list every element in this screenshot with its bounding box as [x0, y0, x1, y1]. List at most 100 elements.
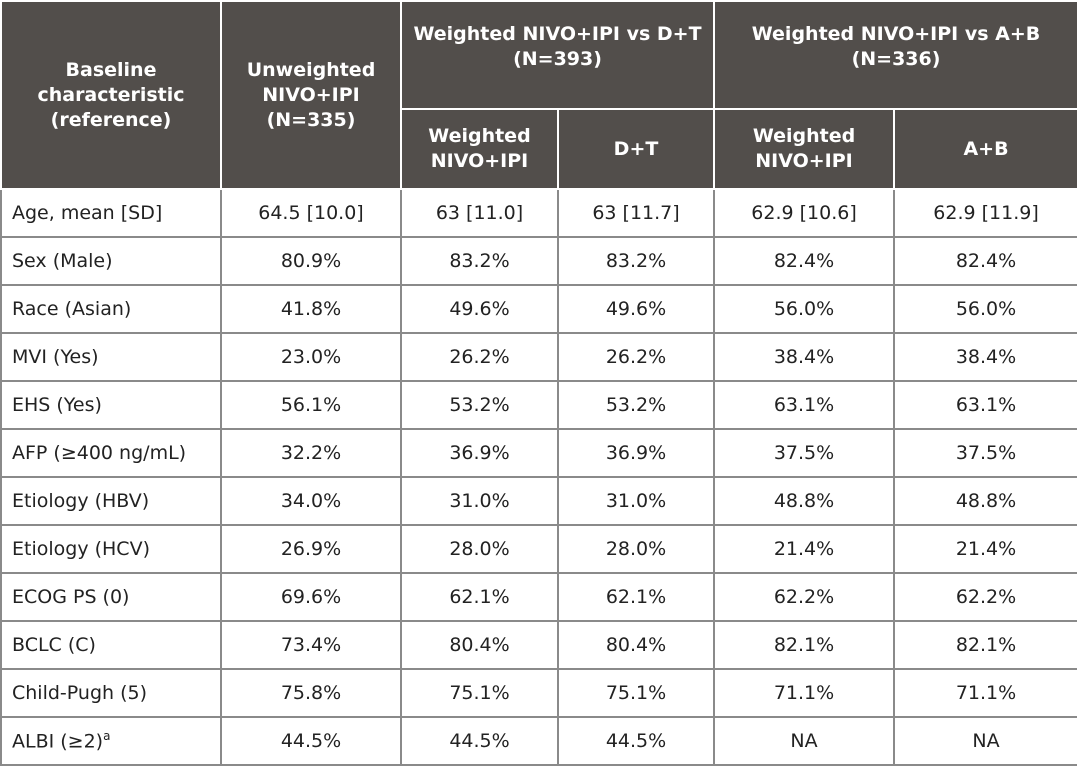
value-cell: 23.0% — [220, 332, 402, 382]
value-cell: 31.0% — [400, 476, 559, 526]
row-label-cell: Sex (Male) — [0, 236, 222, 286]
row-label: EHS (Yes) — [12, 394, 102, 416]
row-label-cell: ECOG PS (0) — [0, 572, 222, 622]
header-cell: Unweighted NIVO+IPI (N=335) — [220, 0, 402, 190]
body-row: Etiology (HCV) 26.9% 28.0% 28.0% 21.4% 21.4% — [0, 524, 1077, 574]
value-cell: 71.1% — [713, 668, 896, 718]
value-cell: NA — [893, 716, 1077, 766]
value-cell: 82.1% — [713, 620, 896, 670]
header-group: Weighted NIVO+IPI vs D+T (N=393) — [399, 0, 716, 110]
body-row: Child-Pugh (5) 75.8% 75.1% 75.1% 71.1% 71.1% — [0, 668, 1077, 718]
value-cell: 75.1% — [400, 668, 559, 718]
row-label: Child-Pugh (5) — [12, 682, 148, 704]
value-cell: 53.2% — [556, 380, 716, 430]
value-cell: 63 [11.0] — [400, 188, 559, 238]
row-label-cell: BCLC (C) — [0, 620, 222, 670]
row-label-cell: Race (Asian) — [0, 284, 222, 334]
value-cell: 32.2% — [220, 428, 402, 478]
value-cell: 83.2% — [556, 236, 716, 286]
row-label-cell: Etiology (HCV) — [0, 524, 222, 574]
value-cell: 41.8% — [220, 284, 402, 334]
row-label: Etiology (HBV) — [12, 490, 150, 512]
value-cell: 26.2% — [400, 332, 559, 382]
row-label-cell: MVI (Yes) — [0, 332, 222, 382]
value-cell: 56.0% — [893, 284, 1077, 334]
value-cell: 56.0% — [713, 284, 896, 334]
value-cell: 62.9 [10.6] — [713, 188, 896, 238]
row-label-cell: Etiology (HBV) — [0, 476, 222, 526]
value-cell: 53.2% — [400, 380, 559, 430]
value-cell: 83.2% — [400, 236, 559, 286]
header-cell: D+T — [556, 108, 716, 190]
body-row: ECOG PS (0) 69.6% 62.1% 62.1% 62.2% 62.2% — [0, 572, 1077, 622]
value-cell: 36.9% — [400, 428, 559, 478]
value-cell: 56.1% — [220, 380, 402, 430]
value-cell: 62.1% — [400, 572, 559, 622]
footnote-marker: a — [103, 729, 111, 744]
body-row: Race (Asian) 41.8% 49.6% 49.6% 56.0% 56.0% — [0, 284, 1077, 334]
value-cell: 49.6% — [556, 284, 716, 334]
value-cell: 44.5% — [400, 716, 559, 766]
value-cell: 34.0% — [220, 476, 402, 526]
header-group: Weighted NIVO+IPI vs A+B (N=336) — [713, 0, 1077, 110]
row-label: Race (Asian) — [12, 298, 132, 320]
header-cell: Baseline characteristic (reference) — [0, 0, 222, 190]
value-cell: 63 [11.7] — [556, 188, 716, 238]
value-cell: 44.5% — [220, 716, 402, 766]
value-cell: 62.9 [11.9] — [893, 188, 1077, 238]
value-cell: 28.0% — [556, 524, 716, 574]
value-cell: 62.1% — [556, 572, 716, 622]
value-cell: 62.2% — [713, 572, 896, 622]
value-cell: 49.6% — [400, 284, 559, 334]
value-cell: 37.5% — [893, 428, 1077, 478]
header-cell: Weighted NIVO+IPI — [713, 108, 896, 190]
value-cell: 80.4% — [556, 620, 716, 670]
value-cell: 62.2% — [893, 572, 1077, 622]
value-cell: 82.1% — [893, 620, 1077, 670]
value-cell: 82.4% — [713, 236, 896, 286]
row-label: ECOG PS (0) — [12, 586, 130, 608]
value-cell: NA — [713, 716, 896, 766]
value-cell: 38.4% — [893, 332, 1077, 382]
value-cell: 21.4% — [713, 524, 896, 574]
value-cell: 69.6% — [220, 572, 402, 622]
row-label-cell: EHS (Yes) — [0, 380, 222, 430]
value-cell: 63.1% — [893, 380, 1077, 430]
header-row: Baseline characteristic (reference) Unwe… — [0, 0, 1077, 190]
value-cell: 64.5 [10.0] — [220, 188, 402, 238]
body-row: ALBI (≥2)a 44.5% 44.5% 44.5% NA NA — [0, 716, 1077, 766]
value-cell: 31.0% — [556, 476, 716, 526]
value-cell: 28.0% — [400, 524, 559, 574]
row-label-cell: AFP (≥400 ng/mL) — [0, 428, 222, 478]
header-cell: A+B — [893, 108, 1077, 190]
value-cell: 80.4% — [400, 620, 559, 670]
value-cell: 44.5% — [556, 716, 716, 766]
row-label: Sex (Male) — [12, 250, 113, 272]
row-label-cell: Age, mean [SD] — [0, 188, 222, 238]
value-cell: 38.4% — [713, 332, 896, 382]
value-cell: 37.5% — [713, 428, 896, 478]
header-row: Weighted NIVO+IPI D+T Weighted NIVO+IPI … — [1, 108, 1077, 190]
value-cell: 21.4% — [893, 524, 1077, 574]
body-row: MVI (Yes) 23.0% 26.2% 26.2% 38.4% 38.4% — [0, 332, 1077, 382]
value-cell: 63.1% — [713, 380, 896, 430]
header-cell: Weighted NIVO+IPI — [400, 108, 559, 190]
body-row: BCLC (C) 73.4% 80.4% 80.4% 82.1% 82.1% — [0, 620, 1077, 670]
value-cell: 36.9% — [556, 428, 716, 478]
row-label: MVI (Yes) — [12, 346, 99, 368]
body-row: Etiology (HBV) 34.0% 31.0% 31.0% 48.8% 48.8% — [0, 476, 1077, 526]
body-row: Age, mean [SD] 64.5 [10.0] 63 [11.0] 63 [11… — [0, 188, 1077, 238]
row-label: Age, mean [SD] — [12, 202, 163, 224]
value-cell: 48.8% — [713, 476, 896, 526]
value-cell: 73.4% — [220, 620, 402, 670]
value-cell: 82.4% — [893, 236, 1077, 286]
value-cell: 71.1% — [893, 668, 1077, 718]
row-label-cell: ALBI (≥2)a — [0, 716, 222, 766]
value-cell: 75.1% — [556, 668, 716, 718]
row-label: Etiology (HCV) — [12, 538, 150, 560]
value-cell: 75.8% — [220, 668, 402, 718]
body-row: AFP (≥400 ng/mL) 32.2% 36.9% 36.9% 37.5% 37.5… — [0, 428, 1077, 478]
value-cell: 80.9% — [220, 236, 402, 286]
